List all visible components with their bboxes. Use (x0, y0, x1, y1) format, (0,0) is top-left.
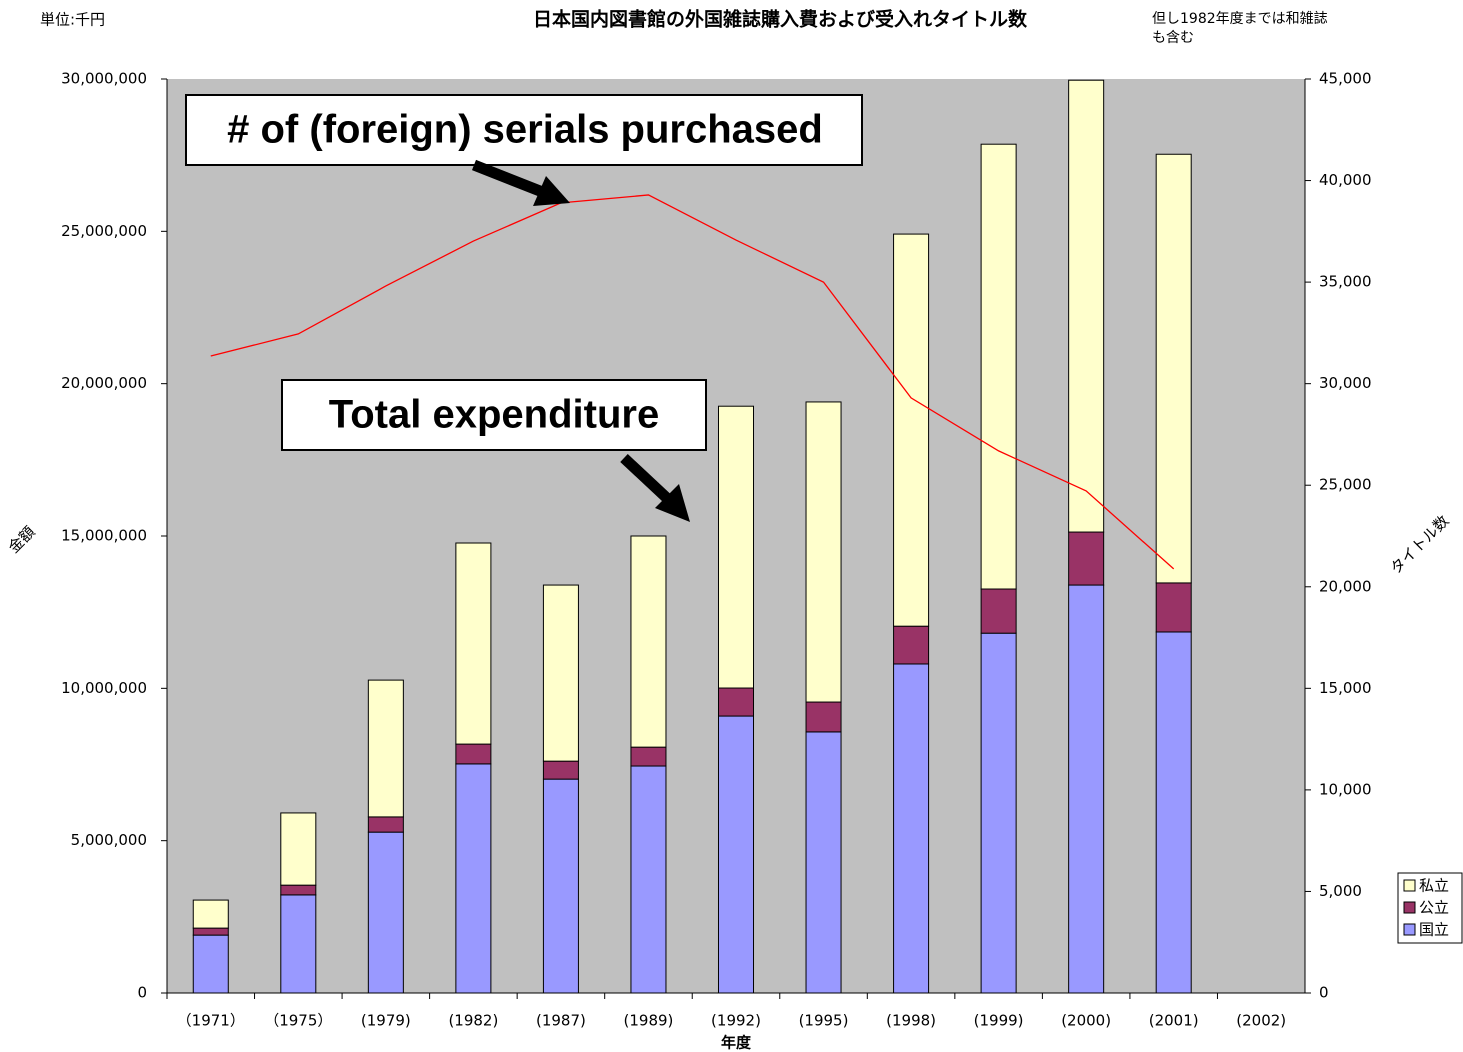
annotation-box (185, 94, 863, 166)
bar (805, 731, 842, 994)
y-tick-label: 25,000,000 (61, 222, 147, 240)
bar (717, 687, 755, 717)
x-tick-label: （1975） (264, 1012, 332, 1030)
x-tick-label: (1989) (624, 1012, 674, 1030)
x-axis-label: 年度 (721, 1034, 752, 1052)
bar (1068, 584, 1105, 994)
title-count-line (210, 194, 1175, 570)
annotation: Total expenditure (329, 393, 659, 437)
note: 但し1982年度までは和雑誌も含む (1152, 11, 1328, 46)
bar (192, 899, 229, 929)
bar (1155, 582, 1192, 633)
annotation: # of (foreign) serials purchased (227, 108, 823, 152)
arrow-head (655, 484, 690, 522)
bar (893, 663, 930, 994)
x-tick-label: (1998) (886, 1012, 936, 1030)
bar (542, 584, 579, 762)
chart-title: 日本国内図書館の外国雑誌購入費および受入れタイトル数 (533, 8, 1028, 31)
bar (630, 535, 667, 748)
bar (980, 588, 1017, 634)
legend-swatch (1403, 901, 1416, 914)
bar (1155, 631, 1192, 994)
y2-tick-label: 45,000 (1319, 70, 1372, 88)
bar (542, 760, 579, 780)
y-tick-label: 15,000,000 (61, 527, 147, 545)
x-tick-label: (2001) (1149, 1012, 1199, 1030)
legend-label: 私立 (1419, 877, 1449, 895)
bar (805, 401, 842, 703)
bar (192, 927, 229, 936)
arrow-head (533, 176, 570, 206)
bar (893, 233, 930, 627)
y2-tick-label: 10,000 (1319, 780, 1372, 798)
y2-tick-label: 20,000 (1319, 577, 1372, 595)
x-tick-label: (2000) (1061, 1012, 1111, 1030)
bar (630, 746, 667, 767)
bar (630, 765, 667, 994)
bar (717, 715, 755, 994)
y-tick-label: 20,000,000 (61, 374, 147, 392)
bar (1155, 153, 1192, 584)
y2-tick-label: 35,000 (1319, 273, 1372, 291)
bar (367, 816, 404, 833)
y2-tick-label: 15,000 (1319, 679, 1372, 697)
y-axis-label: 金額 (5, 523, 39, 557)
y2-axis-label: タイトル数 (1387, 512, 1453, 578)
bar (280, 812, 317, 886)
bar (455, 743, 492, 765)
legend-label: 公立 (1419, 899, 1449, 917)
bar (1068, 79, 1105, 533)
arrow (471, 159, 548, 199)
y-tick-label: 30,000,000 (61, 70, 147, 88)
bar (717, 405, 755, 689)
y-tick-label: 0 (137, 984, 147, 1002)
x-tick-label: (1999) (974, 1012, 1024, 1030)
bar (280, 894, 317, 994)
bar (980, 143, 1017, 590)
legend-swatch (1403, 879, 1416, 892)
y2-tick-label: 0 (1319, 984, 1329, 1002)
bar (980, 632, 1017, 994)
legend-label: 国立 (1419, 921, 1449, 939)
bar (1068, 531, 1105, 586)
annotation-box (281, 379, 707, 451)
y2-tick-label: 25,000 (1319, 476, 1372, 494)
y-tick-label: 10,000,000 (61, 679, 147, 697)
x-tick-label: (1995) (799, 1012, 849, 1030)
bar (280, 884, 317, 896)
y2-tick-label: 5,000 (1319, 882, 1362, 900)
bar (893, 625, 930, 665)
x-tick-label: (2002) (1236, 1012, 1286, 1030)
bar (455, 763, 492, 994)
x-tick-label: (1987) (536, 1012, 586, 1030)
bar (367, 831, 404, 994)
x-tick-label: (1982) (448, 1012, 498, 1030)
unit-note: 単位:千円 (40, 11, 105, 29)
x-tick-label: (1979) (361, 1012, 411, 1030)
y-tick-label: 5,000,000 (71, 831, 147, 849)
y2-tick-label: 30,000 (1319, 374, 1372, 392)
bar (805, 701, 842, 733)
x-tick-label: (1992) (711, 1012, 761, 1030)
legend-swatch (1403, 923, 1416, 936)
bar (367, 679, 404, 818)
bar (542, 778, 579, 994)
x-tick-label: （1971） (177, 1012, 245, 1030)
bar (192, 934, 229, 994)
y2-tick-label: 40,000 (1319, 171, 1372, 189)
bar (455, 542, 492, 745)
arrow (620, 453, 674, 506)
